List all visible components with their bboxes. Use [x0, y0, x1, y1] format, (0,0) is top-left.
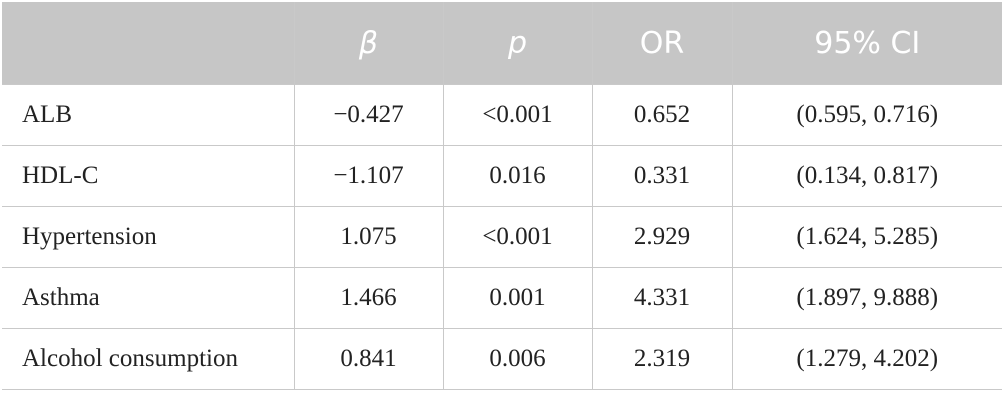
- confidence-interval-cell: (0.595, 0.716): [731, 84, 1002, 146]
- row-label: ALB: [2, 84, 295, 146]
- p-value-cell: 0.001: [442, 267, 593, 329]
- row-label: Asthma: [2, 267, 295, 329]
- table-body: ALB −0.427 <0.001 0.652 (0.595, 0.716) H…: [2, 84, 1002, 390]
- p-value-cell: <0.001: [442, 206, 593, 268]
- confidence-interval-cell: (1.897, 9.888): [731, 267, 1002, 329]
- table-row: Hypertension 1.075 <0.001 2.929 (1.624, …: [2, 206, 1002, 268]
- odds-ratio-cell: 0.652: [591, 84, 733, 146]
- table-row: ALB −0.427 <0.001 0.652 (0.595, 0.716): [2, 84, 1002, 146]
- header-cell-ci: 95% CI: [731, 2, 1002, 85]
- p-value-cell: <0.001: [442, 84, 593, 146]
- header-cell-or: OR: [591, 2, 733, 85]
- beta-cell: 0.841: [293, 328, 444, 390]
- confidence-interval-cell: (1.624, 5.285): [731, 206, 1002, 268]
- row-label: HDL-C: [2, 145, 295, 207]
- beta-cell: −0.427: [293, 84, 444, 146]
- beta-cell: 1.075: [293, 206, 444, 268]
- table-row: HDL-C −1.107 0.016 0.331 (0.134, 0.817): [2, 145, 1002, 207]
- confidence-interval-cell: (1.279, 4.202): [731, 328, 1002, 390]
- table-row: Alcohol consumption 0.841 0.006 2.319 (1…: [2, 328, 1002, 390]
- odds-ratio-cell: 2.319: [591, 328, 733, 390]
- table-header: β p OR 95% CI: [2, 2, 1002, 85]
- beta-cell: 1.466: [293, 267, 444, 329]
- p-value-cell: 0.006: [442, 328, 593, 390]
- header-row: β p OR 95% CI: [2, 2, 1002, 85]
- beta-cell: −1.107: [293, 145, 444, 207]
- regression-results-table: β p OR 95% CI ALB −0.427 <0.001 0.652 (0…: [2, 2, 1002, 390]
- odds-ratio-cell: 4.331: [591, 267, 733, 329]
- regression-table-container: β p OR 95% CI ALB −0.427 <0.001 0.652 (0…: [2, 2, 1002, 390]
- table-row: Asthma 1.466 0.001 4.331 (1.897, 9.888): [2, 267, 1002, 329]
- confidence-interval-cell: (0.134, 0.817): [731, 145, 1002, 207]
- header-cell-variable: [2, 2, 295, 85]
- odds-ratio-cell: 2.929: [591, 206, 733, 268]
- row-label: Hypertension: [2, 206, 295, 268]
- p-value-cell: 0.016: [442, 145, 593, 207]
- header-cell-p: p: [442, 2, 593, 85]
- header-cell-beta: β: [293, 2, 444, 85]
- row-label: Alcohol consumption: [2, 328, 295, 390]
- odds-ratio-cell: 0.331: [591, 145, 733, 207]
